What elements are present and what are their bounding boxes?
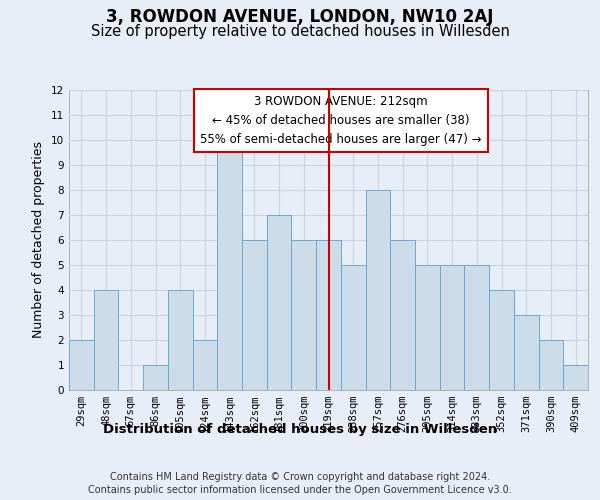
Bar [341,265,365,390]
Text: 3 ROWDON AVENUE: 212sqm
← 45% of detached houses are smaller (38)
55% of semi-de: 3 ROWDON AVENUE: 212sqm ← 45% of detache… [200,95,482,146]
Bar [316,240,341,390]
Bar [464,265,489,390]
Text: Contains HM Land Registry data © Crown copyright and database right 2024.: Contains HM Land Registry data © Crown c… [110,472,490,482]
Text: Distribution of detached houses by size in Willesden: Distribution of detached houses by size … [103,422,497,436]
Bar [440,265,464,390]
Bar [292,240,316,390]
Bar [94,290,118,390]
Text: 3, ROWDON AVENUE, LONDON, NW10 2AJ: 3, ROWDON AVENUE, LONDON, NW10 2AJ [106,8,494,26]
Bar [69,340,94,390]
Bar [489,290,514,390]
Bar [415,265,440,390]
Bar [563,365,588,390]
Bar [267,215,292,390]
Bar [365,190,390,390]
Bar [390,240,415,390]
Bar [193,340,217,390]
Text: Size of property relative to detached houses in Willesden: Size of property relative to detached ho… [91,24,509,39]
Bar [242,240,267,390]
Bar [168,290,193,390]
Bar [217,140,242,390]
Bar [143,365,168,390]
Bar [514,315,539,390]
Bar [539,340,563,390]
Y-axis label: Number of detached properties: Number of detached properties [32,142,46,338]
Text: Contains public sector information licensed under the Open Government Licence v3: Contains public sector information licen… [88,485,512,495]
